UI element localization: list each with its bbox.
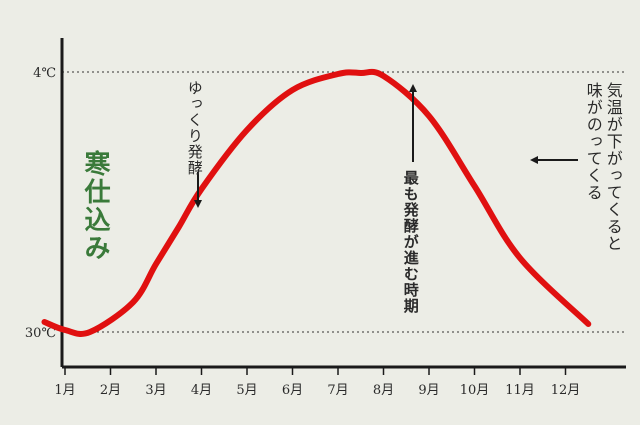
x-tick-label: 7月 [327, 383, 348, 398]
x-tick-label: 9月 [418, 383, 439, 398]
y-tick-label: 4℃ [33, 66, 56, 81]
cooling-label-line2: 味がのってくる [583, 82, 603, 201]
x-tick-label: 1月 [54, 383, 75, 398]
kanshikomi-label: 寒仕込み [80, 150, 110, 262]
slow-fermentation-label: ゆっくり発酵 [185, 80, 204, 176]
x-tick-label: 6月 [282, 383, 303, 398]
x-tick-label: 3月 [145, 383, 166, 398]
x-tick-label: 12月 [551, 383, 581, 398]
x-tick-label: 2月 [100, 383, 121, 398]
cooling-label-line1: 気温が下がってくると [603, 82, 623, 252]
x-tick-label: 5月 [236, 383, 257, 398]
x-tick-label: 10月 [460, 383, 490, 398]
x-tick-label: 4月 [191, 383, 212, 398]
x-tick-label: 11月 [505, 383, 535, 398]
y-tick-label: 30℃ [25, 326, 56, 341]
peak-fermentation-label: 最も発酵が進む時期 [401, 170, 420, 314]
series-line-0 [41, 68, 592, 337]
x-tick-label: 8月 [373, 383, 394, 398]
